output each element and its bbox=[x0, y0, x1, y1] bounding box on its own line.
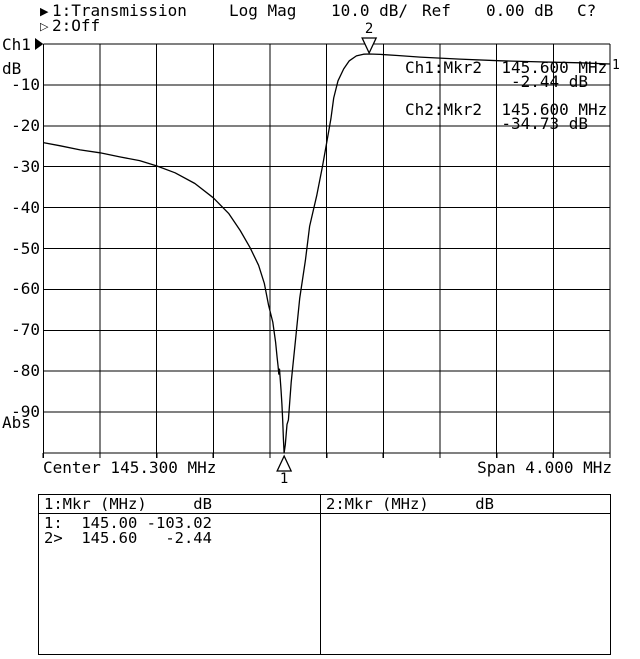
trace1-measurement-label: 1:Transmission bbox=[52, 1, 187, 20]
marker-2-symbol bbox=[361, 37, 378, 55]
y-axis-tick-label: -20 bbox=[11, 115, 40, 135]
marker-table-ch2-rows bbox=[321, 514, 610, 516]
marker-table-ch2-pane: 2:Mkr (MHz) dB bbox=[320, 495, 610, 654]
marker-1-symbol bbox=[276, 454, 293, 472]
y-axis-mode-label: Abs bbox=[2, 413, 31, 432]
span-frequency-label: Span 4.000 MHz bbox=[477, 458, 612, 477]
format-label: Log Mag bbox=[229, 1, 297, 20]
y-axis-tick-label: -60 bbox=[11, 279, 40, 299]
marker-table-ch2-header: 2:Mkr (MHz) dB bbox=[321, 495, 610, 514]
y-axis-tick-label: -80 bbox=[11, 361, 40, 381]
y-axis-tick-label: -30 bbox=[11, 156, 40, 176]
y-axis-tick-label: -90 bbox=[11, 402, 40, 422]
trace-number-label: 1 bbox=[612, 58, 620, 73]
marker-table-ch1-rows: 1: 145.00 -103.02 2> 145.60 -2.44 bbox=[44, 514, 212, 547]
y-axis-tick-label: -10 bbox=[11, 74, 40, 94]
trace1-active-icon: ▶ bbox=[40, 5, 49, 18]
y-axis-tick-label: -40 bbox=[11, 197, 40, 217]
correction-status-flag: C? bbox=[577, 1, 597, 20]
trace2-inactive-icon: ▷ bbox=[40, 20, 49, 33]
channel-label: Ch1 bbox=[2, 35, 31, 54]
marker-table-ch1-pane: 1:Mkr (MHz) dB 1: 145.00 -103.02 2> 145.… bbox=[39, 495, 320, 654]
ref-level-pointer-icon bbox=[35, 38, 44, 50]
marker-table-ch1-header: 1:Mkr (MHz) dB bbox=[39, 495, 320, 514]
center-frequency-label: Center 145.300 MHz bbox=[43, 458, 217, 477]
marker-1-label: 1 bbox=[279, 471, 289, 487]
trace-ch1 bbox=[43, 53, 611, 454]
marker-2-label: 2 bbox=[364, 20, 374, 37]
marker-table: 1:Mkr (MHz) dB 1: 145.00 -103.02 2> 145.… bbox=[38, 494, 611, 655]
y-axis-tick-label: -70 bbox=[11, 320, 40, 340]
scale-per-div-value: 10.0 dB/ bbox=[331, 1, 409, 20]
y-axis-tick-label: -50 bbox=[11, 238, 40, 258]
reference-label: Ref bbox=[422, 1, 451, 20]
y-axis-unit-label: dB bbox=[2, 59, 22, 78]
reference-level-value: 0.00 dB bbox=[486, 1, 554, 20]
trace2-measurement-label: 2:Off bbox=[52, 16, 101, 35]
marker-readout: Ch1:Mkr2 145.600 MHz -2.44 dB Ch2:Mkr2 1… bbox=[405, 58, 608, 133]
